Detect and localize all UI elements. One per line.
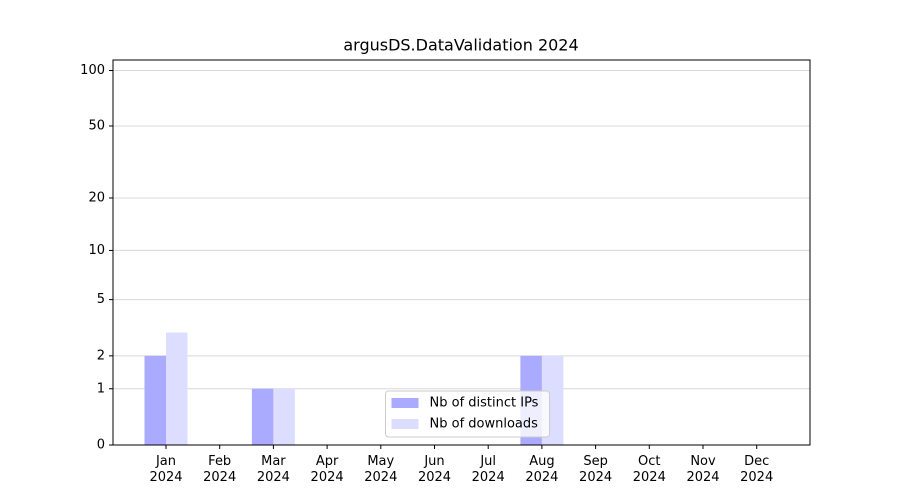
x-tick-label: Apr 2024 bbox=[311, 454, 344, 485]
x-tick-label: Sep 2024 bbox=[579, 454, 612, 485]
legend-swatch bbox=[391, 398, 419, 408]
x-tick-label: Nov 2024 bbox=[686, 454, 719, 485]
y-tick-label: 50 bbox=[88, 118, 105, 133]
legend: Nb of distinct IPs Nb of downloads bbox=[385, 390, 550, 438]
y-tick-label: 2 bbox=[97, 348, 105, 363]
y-tick-label: 100 bbox=[80, 63, 105, 78]
y-tick-label: 20 bbox=[88, 190, 105, 205]
legend-box bbox=[385, 390, 550, 438]
legend-label: Nb of distinct IPs bbox=[430, 396, 539, 411]
bar bbox=[251, 388, 274, 445]
y-tick-label: 10 bbox=[88, 243, 105, 258]
x-tick-label: May 2024 bbox=[364, 454, 397, 485]
x-tick-label: Jan 2024 bbox=[149, 454, 182, 485]
y-tick-label: 1 bbox=[97, 381, 105, 396]
legend-swatch bbox=[391, 419, 419, 429]
x-tick-label: Jun 2024 bbox=[418, 454, 451, 485]
x-tick-label: Mar 2024 bbox=[257, 454, 290, 485]
legend-label: Nb of downloads bbox=[430, 417, 539, 432]
bar bbox=[166, 332, 188, 445]
bar bbox=[273, 388, 295, 445]
y-tick-label: 0 bbox=[97, 438, 105, 453]
bar bbox=[144, 355, 166, 445]
x-tick-label: Feb 2024 bbox=[203, 454, 236, 485]
chart-title: argusDS.DataValidation 2024 bbox=[343, 36, 578, 55]
x-tick-label: Oct 2024 bbox=[633, 454, 666, 485]
plot-frame bbox=[112, 59, 811, 446]
x-tick-label: Dec 2024 bbox=[740, 454, 773, 485]
x-tick-label: Aug 2024 bbox=[525, 454, 558, 485]
y-tick-label: 5 bbox=[97, 292, 105, 307]
x-tick-label: Jul 2024 bbox=[472, 454, 505, 485]
